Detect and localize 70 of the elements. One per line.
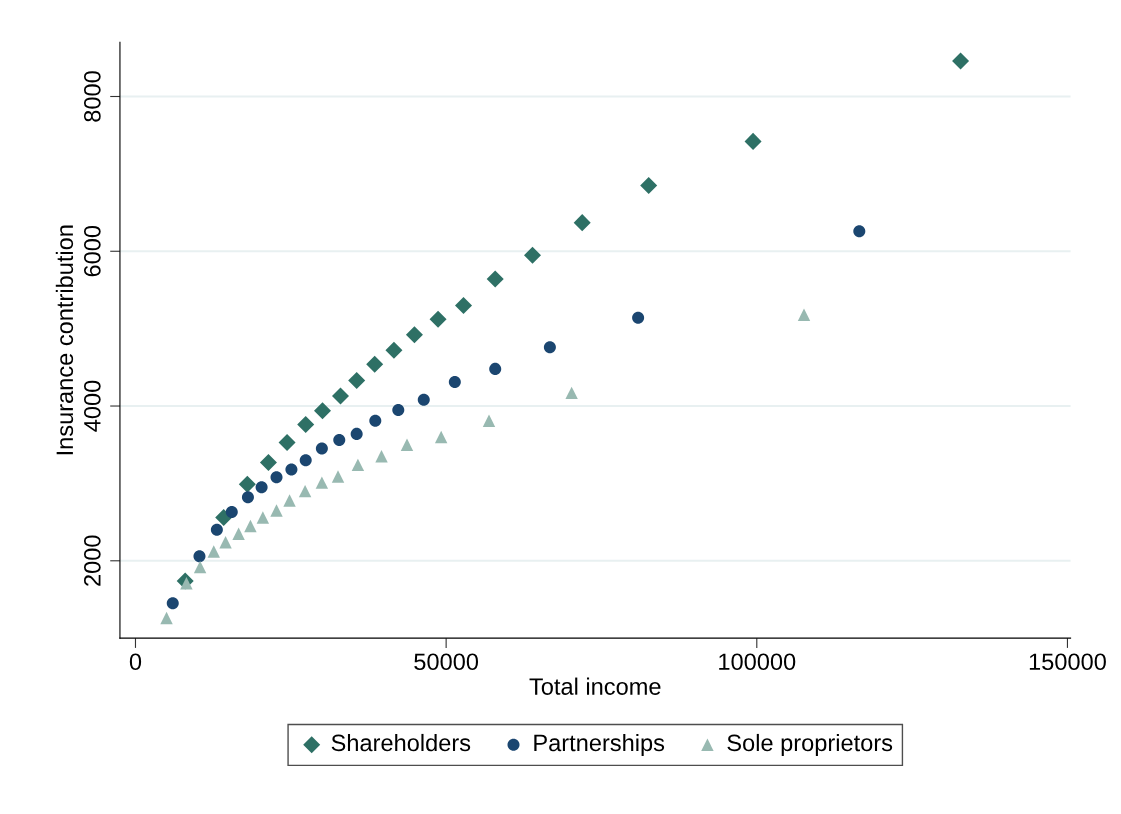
y-tick-label: 4000 <box>83 380 101 432</box>
point <box>489 362 502 375</box>
point <box>166 597 179 610</box>
y-axis-title: Insurance contribution <box>55 225 74 455</box>
y-tick-label: 2000 <box>83 535 101 586</box>
legend-label: Partnerships <box>534 733 665 756</box>
point <box>853 225 866 238</box>
point <box>331 470 345 483</box>
y-tick-label: 8000 <box>83 71 101 122</box>
point <box>283 494 296 507</box>
point <box>210 523 223 536</box>
x-tick-label: 0 <box>129 653 142 671</box>
point <box>797 308 811 321</box>
point <box>256 511 270 524</box>
point <box>207 545 220 558</box>
point <box>285 463 298 476</box>
point <box>744 132 762 150</box>
point <box>259 454 277 472</box>
point <box>486 270 504 288</box>
point <box>299 454 312 467</box>
point <box>255 481 268 494</box>
point <box>298 484 312 498</box>
point <box>333 434 346 447</box>
point <box>278 433 296 451</box>
point <box>350 427 363 440</box>
legend-label: Sole proprietors <box>727 733 893 756</box>
point <box>482 414 496 427</box>
point <box>270 504 283 517</box>
point <box>238 475 256 493</box>
point <box>313 402 331 420</box>
point <box>332 387 350 405</box>
x-tick-label: 100000 <box>719 653 796 671</box>
point <box>392 403 405 416</box>
point <box>523 246 541 264</box>
point <box>315 442 328 455</box>
point <box>573 214 591 232</box>
point <box>315 476 329 489</box>
point <box>640 176 658 194</box>
point <box>429 310 447 328</box>
point <box>193 560 207 574</box>
point <box>434 430 448 444</box>
point <box>385 341 403 359</box>
point <box>219 536 232 549</box>
point <box>351 458 365 472</box>
point <box>952 52 970 70</box>
x-tick-label: 150000 <box>1029 653 1106 671</box>
x-axis-title: Total income <box>529 677 661 695</box>
point <box>232 527 245 540</box>
point <box>225 506 238 519</box>
y-tick-label: 6000 <box>83 225 101 277</box>
point <box>244 519 257 533</box>
point <box>193 550 206 563</box>
point <box>270 471 283 484</box>
point <box>241 491 254 504</box>
point <box>160 611 173 625</box>
point <box>405 326 423 344</box>
point <box>400 438 414 451</box>
point <box>369 414 382 427</box>
point <box>455 296 473 314</box>
point <box>366 355 384 373</box>
point <box>375 450 388 463</box>
x-tick-label: 50000 <box>414 653 479 671</box>
point <box>565 386 578 400</box>
point <box>543 341 556 354</box>
legend-label: Shareholders <box>331 733 471 752</box>
point <box>632 311 645 324</box>
point <box>448 376 461 389</box>
point <box>417 393 430 406</box>
point <box>348 371 366 389</box>
point <box>297 416 315 434</box>
